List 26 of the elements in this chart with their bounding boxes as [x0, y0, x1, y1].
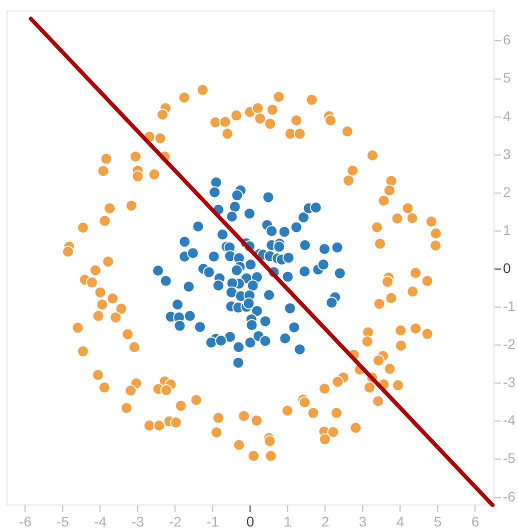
y-tick-label: 4: [503, 108, 511, 124]
y-tick-label: 3: [503, 146, 511, 162]
x-tick-label: 6: [471, 513, 480, 530]
x-tick-label: 5: [434, 513, 442, 530]
y-tick-label: -2: [503, 336, 516, 352]
y-tick-label: -3: [503, 374, 516, 390]
x-tick-label: 1: [284, 513, 292, 530]
x-tick-label: 2: [321, 513, 330, 530]
x-tick-label: -1: [206, 513, 220, 530]
y-tick-label: -6: [503, 488, 516, 504]
x-tick-label: -3: [132, 513, 144, 530]
y-tick-label: 2: [503, 184, 511, 200]
x-tick-label: 4: [396, 513, 404, 530]
x-tick-label: 0: [246, 513, 254, 530]
y-tick-label: 5: [503, 70, 511, 86]
y-tick-label: 6: [503, 32, 511, 48]
y-tick-label: -4: [503, 412, 516, 428]
y-tick-label: -5: [503, 450, 516, 466]
y-tick-label: 0: [503, 260, 511, 276]
x-tick-label: -6: [19, 513, 32, 530]
x-tick-label: -4: [94, 513, 107, 530]
x-tick-label: -2: [169, 513, 182, 530]
x-tick-label: -5: [56, 513, 70, 530]
y-tick-label: -1: [503, 298, 516, 314]
y-tick-label: 1: [503, 222, 511, 238]
x-tick-label: 3: [358, 513, 367, 530]
